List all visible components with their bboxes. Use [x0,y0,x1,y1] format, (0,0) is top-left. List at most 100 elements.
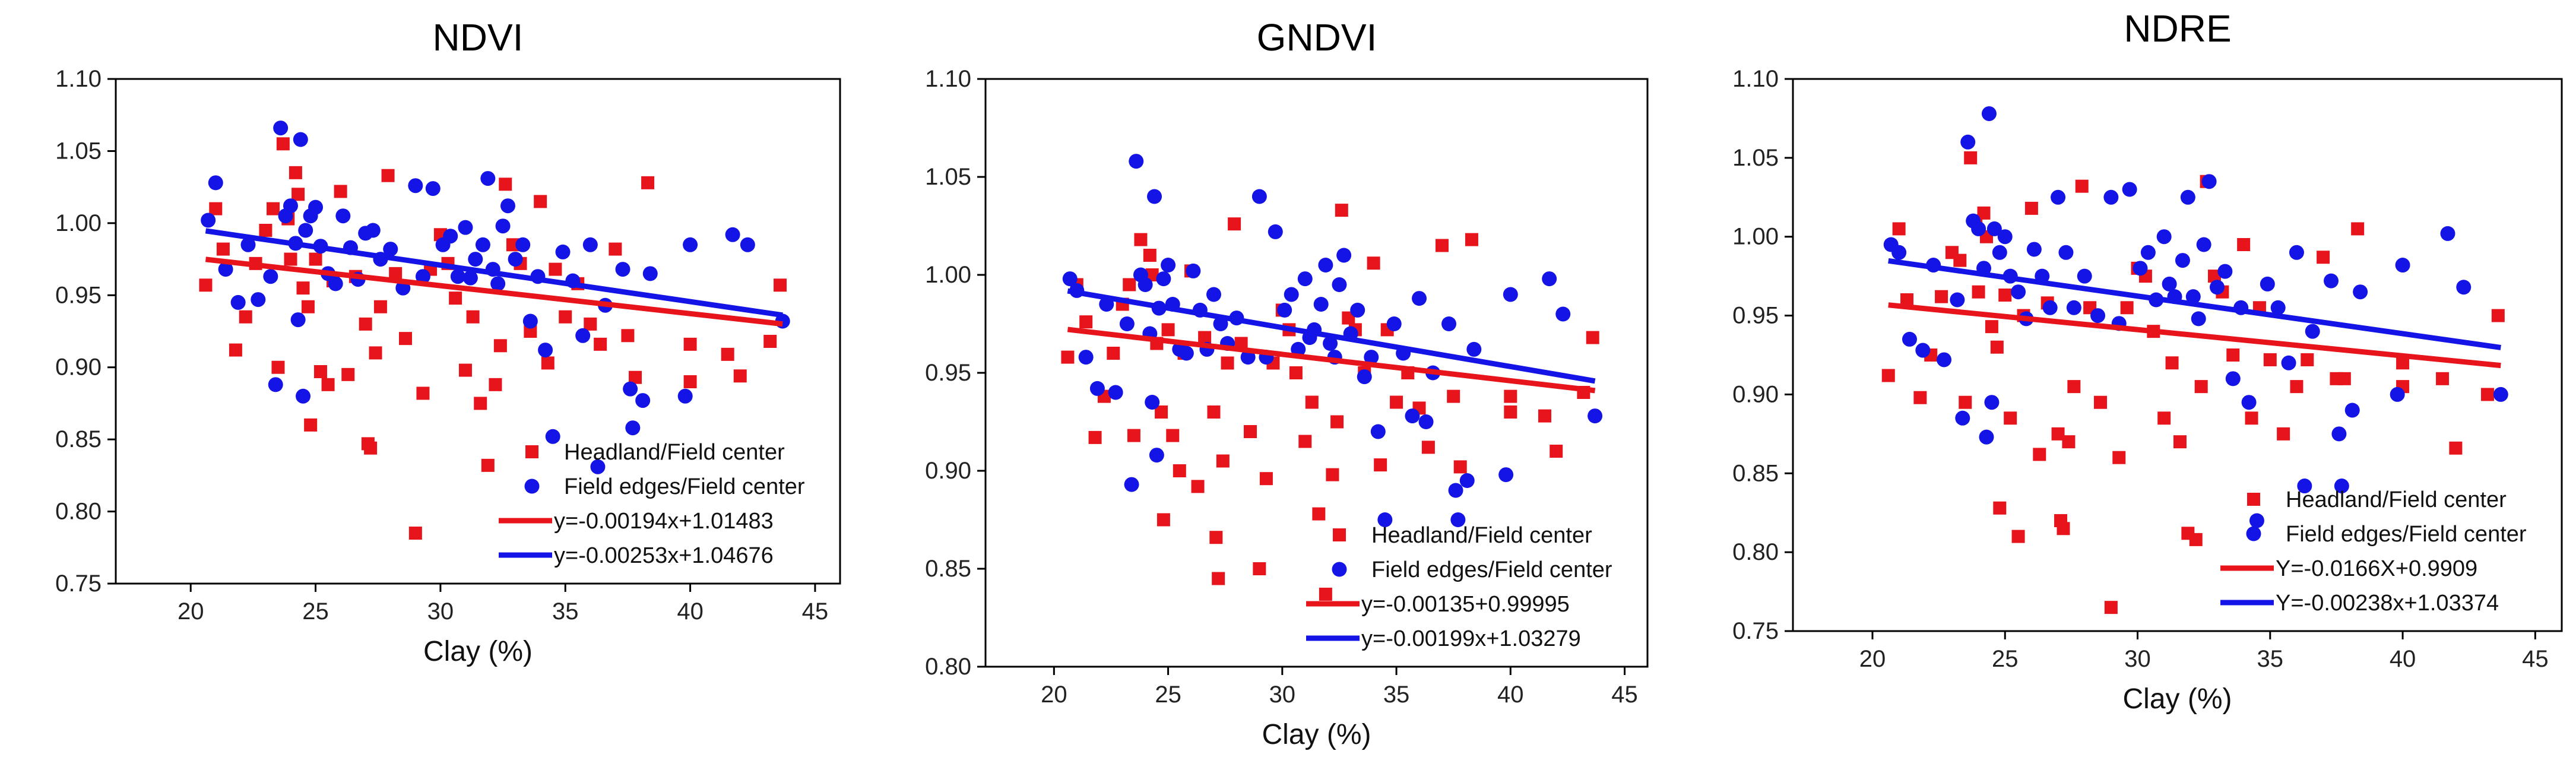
data-point-square [309,252,322,266]
data-point-circle [1902,331,1917,347]
data-point-circle [2133,261,2148,276]
data-point-square [1326,468,1339,481]
data-point-circle [2122,182,2137,197]
x-axis-label: Clay (%) [1262,719,1371,750]
data-point-circle [1332,277,1347,292]
data-point-circle [2162,276,2177,291]
series-1 [199,137,787,540]
data-point-circle [1108,385,1123,400]
data-point-circle [1441,316,1456,331]
data-point-circle [495,218,511,234]
data-point-circle [1891,245,1907,260]
data-point-circle [508,252,523,267]
data-point-circle [615,262,630,277]
data-point-square [534,195,547,208]
data-point-square [1305,395,1319,409]
data-point-circle [1915,343,1931,358]
chart-panel-1: NDVI 20 25 30 35 40 45 0.75 0.80 0.85 0.90 0.95 1.00… [55,16,841,667]
fit-line-1 [1067,327,1596,394]
y-tick-label: 0.90 [1732,381,1779,407]
data-point-square [1913,391,1927,404]
data-point-square [2436,372,2450,385]
data-point-circle [1412,291,1427,306]
chart-panel-2: GNDVI 20 25 30 35 40 45 0.80 0.85 0.90 0.95 1.00 1.0… [925,16,1649,750]
y-tick-label: 0.85 [925,556,971,582]
data-point-square [1143,249,1156,262]
data-point-square [609,242,622,256]
data-point-circle [1503,287,1518,302]
data-point-square [1421,441,1435,454]
y-tick-label: 0.75 [1732,618,1779,644]
data-point-circle [1981,106,1997,121]
legend-marker-circle [2246,526,2261,541]
data-point-circle [1937,352,1952,367]
data-point-circle [1147,189,1162,204]
data-point-circle [415,269,430,284]
legend-marker-square [2247,493,2260,506]
data-point-square [2057,522,2070,535]
data-point-square [289,166,302,179]
data-point-circle [298,223,313,238]
data-point-square [416,386,430,400]
legend-label: Field edges/Field center [564,474,805,499]
data-point-circle [2156,229,2172,245]
data-point-square [1228,217,1241,231]
data-point-square [1367,256,1380,270]
data-point-circle [2175,253,2190,268]
data-point-square [621,329,635,343]
x-tick-label: 25 [302,598,329,625]
data-point-circle [2103,189,2119,205]
data-point-circle [2051,189,2066,205]
y-tick-label: 1.10 [55,66,102,92]
data-point-square [1892,222,1906,236]
data-point-circle [2241,395,2257,410]
y-tick-label: 1.05 [925,164,971,190]
data-point-circle [425,181,441,197]
x-tick-label: 45 [2522,646,2549,672]
y-tick-label: 1.05 [55,138,102,164]
fit-line-2 [205,228,783,318]
y-tick-label: 0.90 [925,458,971,484]
data-point-square [276,137,290,151]
data-point-square [1209,531,1223,544]
data-point-square [1538,409,1551,423]
data-point-square [449,291,462,305]
data-point-square [2011,530,2025,543]
x-axis-label: Clay (%) [423,636,533,667]
legend-label: y=-0.00135+0.99995 [1361,592,1570,617]
data-point-circle [590,459,606,474]
data-point-square [458,363,472,377]
data-point-circle [1418,414,1434,429]
data-point-square [359,317,372,331]
data-point-square [2396,356,2410,370]
data-point-circle [725,227,740,242]
data-point-circle [2058,245,2074,260]
data-point-circle [1336,248,1352,263]
data-point-square [2189,533,2203,546]
data-point-square [1504,389,1517,403]
data-point-square [2351,222,2365,236]
data-point-square [1550,445,1563,458]
data-point-circle [2090,308,2106,324]
y-tick-label: 1.10 [925,66,971,92]
data-point-square [2263,353,2277,366]
data-point-circle [2077,268,2092,284]
data-point-square [1465,233,1478,246]
data-point-square [2194,380,2208,394]
data-point-square [1198,331,1212,344]
data-point-square [2004,411,2017,425]
data-point-square [1123,278,1136,291]
x-tick-label: 30 [1269,682,1296,708]
data-point-square [541,356,555,370]
legend: Headland/Field center Field edges/Field c… [499,440,805,568]
data-point-circle [1459,473,1475,488]
data-point-square [2062,435,2076,449]
data-point-circle [2395,258,2410,273]
data-point-circle [1318,258,1333,272]
data-point-circle [365,223,381,238]
x-tick-label: 20 [1859,646,1886,672]
data-point-circle [293,132,308,147]
data-point-square [2120,301,2134,315]
data-point-square [733,369,747,383]
